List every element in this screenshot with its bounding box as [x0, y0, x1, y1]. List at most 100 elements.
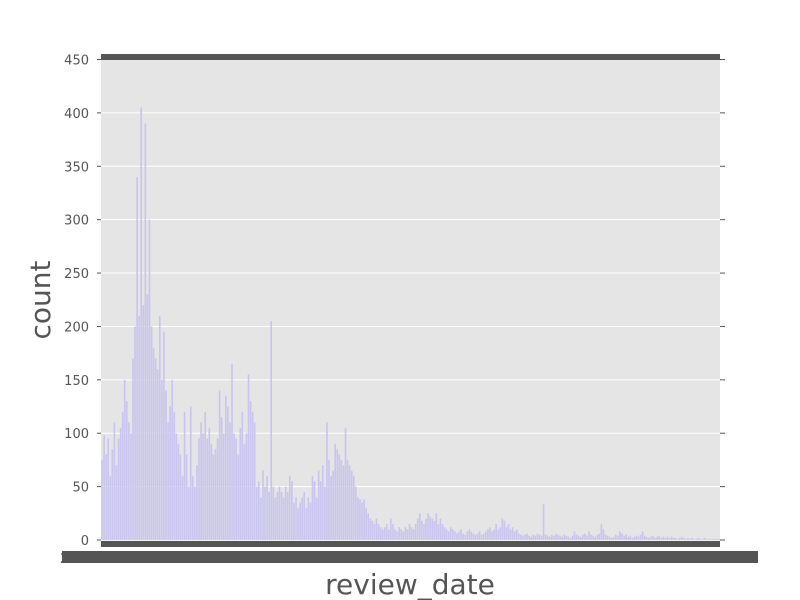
bar: [427, 513, 429, 540]
bar: [284, 486, 287, 540]
bar: [214, 449, 217, 540]
bar: [683, 537, 685, 540]
bar: [229, 422, 231, 540]
bar: [402, 531, 405, 540]
bar: [101, 459, 103, 540]
bar: [121, 411, 124, 540]
bar: [571, 535, 574, 540]
bar: [711, 538, 714, 540]
bar: [617, 535, 619, 540]
bar: [260, 497, 262, 540]
bar: [243, 443, 246, 540]
bar: [400, 529, 403, 540]
bar: [668, 537, 671, 540]
bar: [693, 538, 696, 540]
bar: [394, 529, 396, 540]
bar: [107, 438, 110, 540]
bar: [140, 107, 143, 541]
bar: [212, 454, 215, 540]
bar: [154, 358, 157, 540]
bar: [536, 533, 539, 540]
bar: [689, 538, 691, 540]
bar: [367, 513, 370, 540]
bar: [332, 470, 334, 540]
bar: [515, 529, 518, 540]
bar: [369, 518, 372, 540]
bar: [222, 433, 225, 540]
bar: [493, 529, 495, 540]
x-axis-title: review_date: [325, 568, 495, 600]
bar: [643, 535, 646, 540]
top-frame: [101, 54, 720, 60]
bar: [272, 486, 275, 540]
bar: [361, 502, 363, 540]
bar: [268, 491, 270, 540]
bar: [416, 518, 419, 540]
bar: [718, 538, 720, 540]
bar: [196, 465, 198, 540]
bar: [297, 507, 299, 540]
bar: [177, 443, 180, 540]
bar: [443, 527, 446, 540]
bar: [204, 411, 207, 540]
bar: [528, 535, 530, 540]
bar: [363, 499, 365, 540]
x-tick-label-edge-left: 2: [60, 552, 68, 567]
bar: [189, 406, 192, 540]
y-tick-label: 150: [64, 374, 89, 389]
bar: [705, 538, 708, 540]
bar: [408, 523, 411, 540]
bar: [456, 533, 458, 540]
bar: [503, 520, 506, 540]
bar: [548, 536, 551, 540]
bar: [282, 497, 285, 540]
bar: [553, 535, 555, 540]
bar: [654, 537, 656, 540]
bar: [487, 529, 489, 540]
bar: [392, 523, 394, 540]
bar: [210, 443, 213, 540]
bar: [466, 531, 469, 540]
bar: [637, 536, 640, 540]
bar: [540, 535, 543, 540]
bar: [185, 454, 188, 540]
bar: [423, 523, 425, 540]
plot-background: [101, 58, 720, 543]
bar: [307, 497, 310, 540]
bar: [449, 527, 452, 540]
bar: [288, 475, 291, 540]
bar: [480, 534, 483, 540]
bar: [138, 315, 140, 540]
bar: [505, 527, 508, 540]
bar: [326, 422, 328, 540]
bar: [612, 536, 615, 540]
bar: [579, 536, 582, 540]
bar: [707, 538, 710, 540]
bar: [664, 537, 667, 540]
y-tick-label: 200: [64, 320, 89, 335]
x-tick-label-smear: [62, 551, 758, 563]
y-tick-label: 250: [64, 267, 89, 282]
y-axis-ticks: 0 50 100 150 200 250 300 350 400 450: [64, 54, 725, 549]
bar: [161, 379, 163, 540]
bar: [344, 427, 347, 540]
bar: [336, 449, 339, 540]
bar: [130, 433, 132, 540]
bar: [321, 465, 324, 540]
bar: [377, 523, 380, 540]
bar: [610, 537, 613, 540]
bar: [280, 491, 283, 540]
y-tick-label: 300: [64, 214, 89, 229]
bar: [208, 427, 211, 540]
bar: [429, 516, 431, 540]
bar: [602, 529, 605, 540]
bar: [373, 523, 376, 540]
bar: [650, 536, 652, 540]
y-tick-label: 400: [64, 107, 89, 122]
bar: [581, 534, 584, 540]
bar: [299, 502, 301, 540]
bar: [645, 536, 648, 540]
bar: [398, 527, 400, 540]
bar: [447, 531, 450, 540]
bar: [390, 518, 392, 540]
